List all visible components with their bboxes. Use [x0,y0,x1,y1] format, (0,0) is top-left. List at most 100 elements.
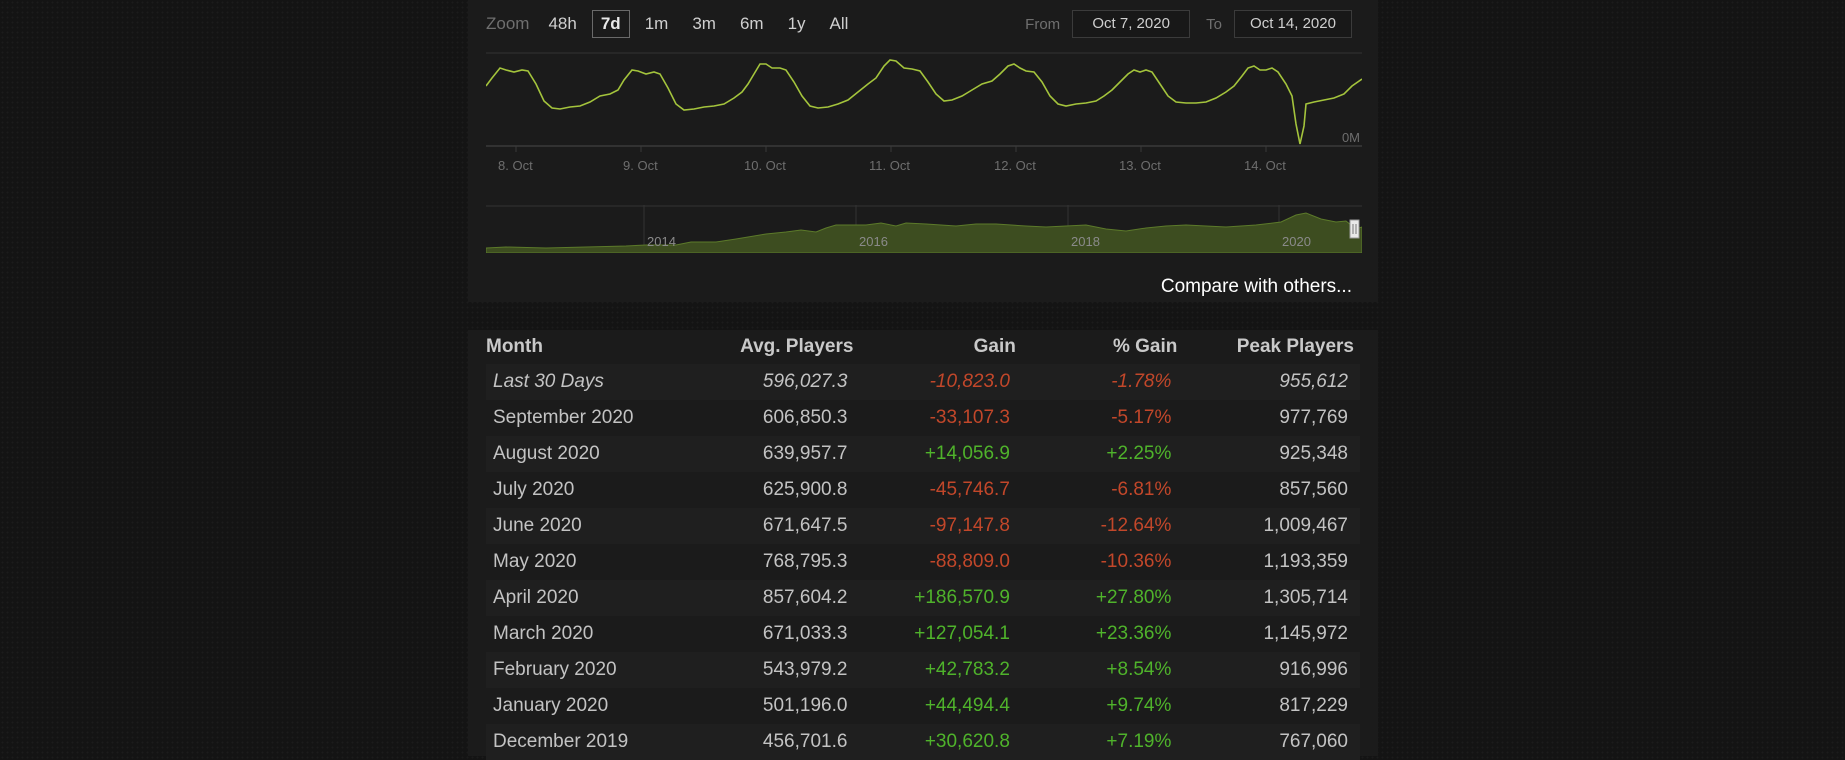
pct-gain-cell: -10.36% [1100,551,1172,572]
table-row: December 2019 456,701.6 +30,620.8 +7.19% 767… [486,724,1360,760]
table-header-row: Month Avg. Players Gain % Gain Peak Play… [486,330,1360,364]
gain-cell: +30,620.8 [859,724,1022,760]
month-cell: March 2020 [493,623,594,644]
table-row: April 2020 857,604.2 +186,570.9 +27.80% 1,30… [486,580,1360,616]
x-tick-label: 11. Oct [869,158,910,173]
month-cell: December 2019 [486,724,689,760]
peak-players-cell: 916,996 [1183,652,1360,688]
compare-with-others-link[interactable]: Compare with others... [1160,276,1352,297]
peak-players-cell: 955,612 [1183,364,1360,400]
month-cell: January 2020 [493,695,609,716]
gain-cell: +186,570.9 [859,580,1022,616]
pct-gain-cell: +27.80% [1021,580,1184,616]
month-cell: Last 30 Days [486,364,689,400]
table-row: February 2020 543,979.2 +42,783.2 +8.54% 916… [486,652,1360,688]
gain-cell: +44,494.4 [924,695,1010,716]
zoom-3m-button[interactable]: 3m [692,14,716,33]
player-count-chart[interactable] [486,46,1362,174]
month-cell: May 2020 [493,551,577,572]
peak-players-cell: 977,769 [1279,407,1348,428]
x-tick-label: 14. Oct [1244,158,1286,173]
month-cell: February 2020 [486,652,689,688]
peak-players-cell: 857,560 [1279,479,1348,500]
year-label: 2020 [1282,234,1311,249]
pct-gain-cell: +7.19% [1021,724,1184,760]
gain-cell: -97,147.8 [859,508,1022,544]
header-month: Month [486,336,543,357]
pct-gain-cell: -5.17% [1111,407,1172,428]
avg-players-cell: 596,027.3 [688,364,860,400]
header-pct-gain: % Gain [1112,336,1178,357]
table-row: January 2020 501,196.0 +44,494.4 +9.74% 817,… [486,688,1360,724]
to-label: To [1206,15,1222,33]
header-avg-players: Avg. Players [740,336,854,357]
y-axis-label: 0M [1341,130,1360,145]
x-tick-label: 9. Oct [623,158,658,173]
pct-gain-cell: +23.36% [1095,623,1172,644]
chart-panel: Zoom 48h 7d 1m 3m 6m 1y All From Oct 7, … [468,0,1378,302]
from-label: From [1025,15,1061,33]
peak-players-cell: 817,229 [1279,695,1348,716]
peak-players-cell: 1,009,467 [1183,508,1360,544]
zoom-label: Zoom [486,14,530,33]
gain-cell: +14,056.9 [859,436,1022,472]
zoom-48h-button[interactable]: 48h [548,14,577,33]
month-cell: July 2020 [493,479,575,500]
table-row: June 2020 671,647.5 -97,147.8 -12.64% 1,009,… [486,508,1360,544]
gain-cell: -88,809.0 [929,551,1010,572]
year-label: 2014 [647,234,676,249]
monthly-stats-panel: Month Avg. Players Gain % Gain Peak Play… [468,330,1378,760]
avg-players-cell: 857,604.2 [688,580,860,616]
from-date-input[interactable]: Oct 7, 2020 [1072,10,1191,38]
avg-players-cell: 456,701.6 [688,724,860,760]
gain-cell: +127,054.1 [914,623,1010,644]
avg-players-cell: 625,900.8 [762,479,848,500]
peak-players-cell: 1,145,972 [1263,623,1348,644]
x-tick-label: 13. Oct [1119,158,1161,173]
date-range: From Oct 7, 2020 To Oct 14, 2020 [1009,10,1352,38]
x-tick-label: 10. Oct [744,158,786,173]
table-row: July 2020 625,900.8 -45,746.7 -6.81% 857,560 [486,472,1360,508]
x-tick-label: 12. Oct [994,158,1036,173]
peak-players-cell: 925,348 [1183,436,1360,472]
gain-cell: -10,823.0 [859,364,1022,400]
peak-players-cell: 767,060 [1183,724,1360,760]
monthly-stats-table: Month Avg. Players Gain % Gain Peak Play… [486,330,1360,760]
navigator-handle [1349,219,1360,239]
navigator-chart[interactable] [486,205,1362,253]
x-axis: 8. Oct 9. Oct 10. Oct 11. Oct 12. Oct 13… [486,130,1362,173]
avg-players-cell: 671,033.3 [762,623,848,644]
gain-cell: -33,107.3 [929,407,1010,428]
zoom-6m-button[interactable]: 6m [739,14,764,33]
pct-gain-cell: -6.81% [1111,479,1172,500]
year-label: 2018 [1071,234,1100,249]
avg-players-cell: 606,850.3 [762,407,848,428]
avg-players-cell: 671,647.5 [688,508,860,544]
pct-gain-cell: +9.74% [1106,695,1172,716]
avg-players-cell: 639,957.7 [688,436,860,472]
zoom-all-button[interactable]: All [829,14,849,33]
month-cell: June 2020 [486,508,689,544]
table-row: May 2020 768,795.3 -88,809.0 -10.36% 1,193,3… [486,544,1360,580]
month-cell: April 2020 [486,580,689,616]
table-row: September 2020 606,850.3 -33,107.3 -5.17% 97… [486,400,1360,436]
table-row: Last 30 Days 596,027.3 -10,823.0 -1.78% 955,… [486,364,1360,400]
x-tick-label: 8. Oct [498,158,533,173]
avg-players-cell: 501,196.0 [762,695,848,716]
navigator-labels: 2014 2016 2018 2020 [486,205,1362,253]
zoom-1m-button[interactable]: 1m [644,14,669,33]
avg-players-cell: 543,979.2 [688,652,860,688]
gain-cell: +42,783.2 [859,652,1022,688]
year-label: 2016 [859,234,888,249]
to-date-input[interactable]: Oct 14, 2020 [1234,10,1352,38]
zoom-7d-button[interactable]: 7d [591,10,630,38]
zoom-1y-button[interactable]: 1y [787,14,806,33]
header-peak-players: Peak Players [1236,336,1354,357]
pct-gain-cell: -1.78% [1021,364,1184,400]
pct-gain-cell: +8.54% [1021,652,1184,688]
peak-players-cell: 1,305,714 [1183,580,1360,616]
table-row: March 2020 671,033.3 +127,054.1 +23.36% 1,14… [486,616,1360,652]
pct-gain-cell: +2.25% [1021,436,1184,472]
avg-players-cell: 768,795.3 [762,551,848,572]
table-row: August 2020 639,957.7 +14,056.9 +2.25% 925,3… [486,436,1360,472]
